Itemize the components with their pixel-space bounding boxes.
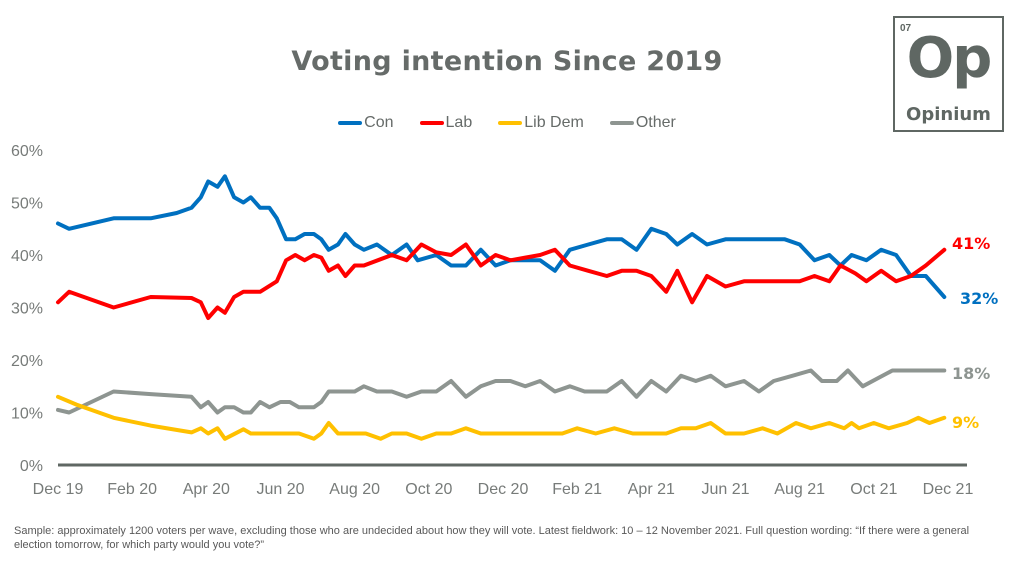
logo-name: Opinium bbox=[906, 104, 991, 125]
series-line-lab bbox=[56, 242, 947, 320]
opinium-logo: 07 Op Opinium bbox=[893, 16, 1004, 132]
end-label-lib-dem: 9% bbox=[952, 413, 979, 432]
legend-item-con: Con bbox=[338, 114, 394, 132]
y-tick-label: 10% bbox=[11, 406, 43, 423]
y-tick-label: 50% bbox=[11, 196, 43, 213]
y-tick-label: 60% bbox=[11, 143, 43, 160]
x-tick-label: Feb 21 bbox=[552, 481, 602, 498]
x-tick-label: Aug 21 bbox=[774, 481, 825, 498]
logo-symbol: Op bbox=[906, 26, 993, 91]
x-tick-label: Apr 21 bbox=[628, 481, 675, 498]
x-tick-label: Dec 19 bbox=[33, 481, 84, 498]
legend-swatch-other bbox=[609, 121, 634, 125]
x-tick-label: Feb 20 bbox=[107, 481, 157, 498]
x-tick-label: Dec 20 bbox=[478, 481, 529, 498]
chart-title: Voting intention Since 2019 bbox=[291, 46, 723, 77]
chart-legend: Con Lab Lib Dem Other bbox=[0, 114, 1014, 132]
line-chart: 0% 10% 20% 30% 40% 50% 60% Dec 19 Feb 20 Apr 20 Ju… bbox=[11, 143, 998, 498]
legend-swatch-libdem bbox=[498, 121, 523, 125]
x-tick-label: Oct 21 bbox=[850, 481, 897, 498]
legend-label-other: Other bbox=[635, 114, 676, 131]
end-label-other: 18% bbox=[952, 364, 990, 383]
y-tick-label: 40% bbox=[11, 248, 43, 265]
legend-swatch-lab bbox=[419, 121, 444, 125]
logo-number: 07 bbox=[900, 23, 912, 34]
footnote: Sample: approximately 1200 voters per wa… bbox=[14, 525, 970, 551]
y-tick-label: 30% bbox=[11, 301, 43, 318]
x-tick-label: Aug 20 bbox=[329, 481, 380, 498]
legend-item-lab: Lab bbox=[419, 114, 473, 132]
series-line-con bbox=[56, 174, 947, 299]
series-line-other bbox=[56, 368, 947, 415]
x-tick-label: Jun 20 bbox=[256, 481, 304, 498]
y-tick-label: 20% bbox=[11, 353, 43, 370]
legend-label-lab: Lab bbox=[445, 114, 473, 131]
legend-label-con: Con bbox=[364, 114, 394, 131]
end-label-lab: 41% bbox=[952, 234, 990, 253]
x-tick-label: Apr 20 bbox=[183, 481, 230, 498]
x-tick-label: Dec 21 bbox=[923, 481, 974, 498]
y-tick-label: 0% bbox=[20, 458, 43, 475]
legend-item-libdem: Lib Dem bbox=[498, 114, 584, 132]
series-line-lib-dem bbox=[56, 394, 947, 441]
end-label-con: 32% bbox=[960, 289, 998, 308]
x-tick-label: Jun 21 bbox=[701, 481, 749, 498]
legend-item-other: Other bbox=[609, 114, 676, 132]
legend-swatch-con bbox=[338, 121, 363, 125]
x-tick-label: Oct 20 bbox=[405, 481, 452, 498]
legend-label-libdem: Lib Dem bbox=[524, 114, 584, 131]
